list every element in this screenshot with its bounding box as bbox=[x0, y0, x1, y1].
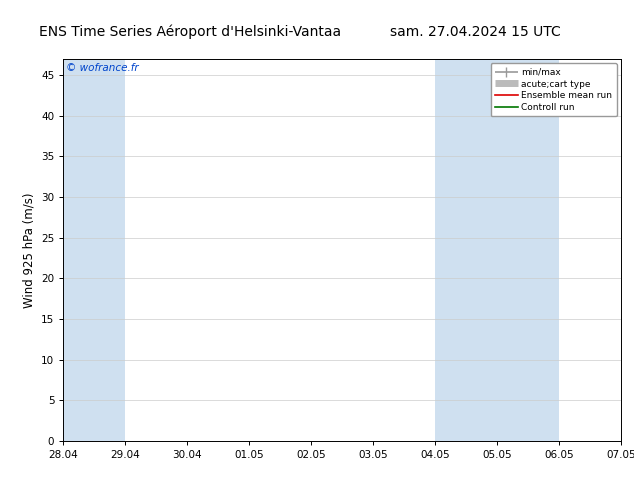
Bar bbox=[63, 59, 126, 441]
Legend: min/max, acute;cart type, Ensemble mean run, Controll run: min/max, acute;cart type, Ensemble mean … bbox=[491, 63, 617, 117]
Y-axis label: Wind 925 hPa (m/s): Wind 925 hPa (m/s) bbox=[23, 192, 36, 308]
Text: ENS Time Series Aéroport d'Helsinki-Vantaa: ENS Time Series Aéroport d'Helsinki-Vant… bbox=[39, 24, 341, 39]
Bar bbox=[436, 59, 559, 441]
Bar bbox=[621, 59, 634, 441]
Text: © wofrance.fr: © wofrance.fr bbox=[66, 63, 139, 73]
Text: sam. 27.04.2024 15 UTC: sam. 27.04.2024 15 UTC bbox=[390, 24, 561, 39]
